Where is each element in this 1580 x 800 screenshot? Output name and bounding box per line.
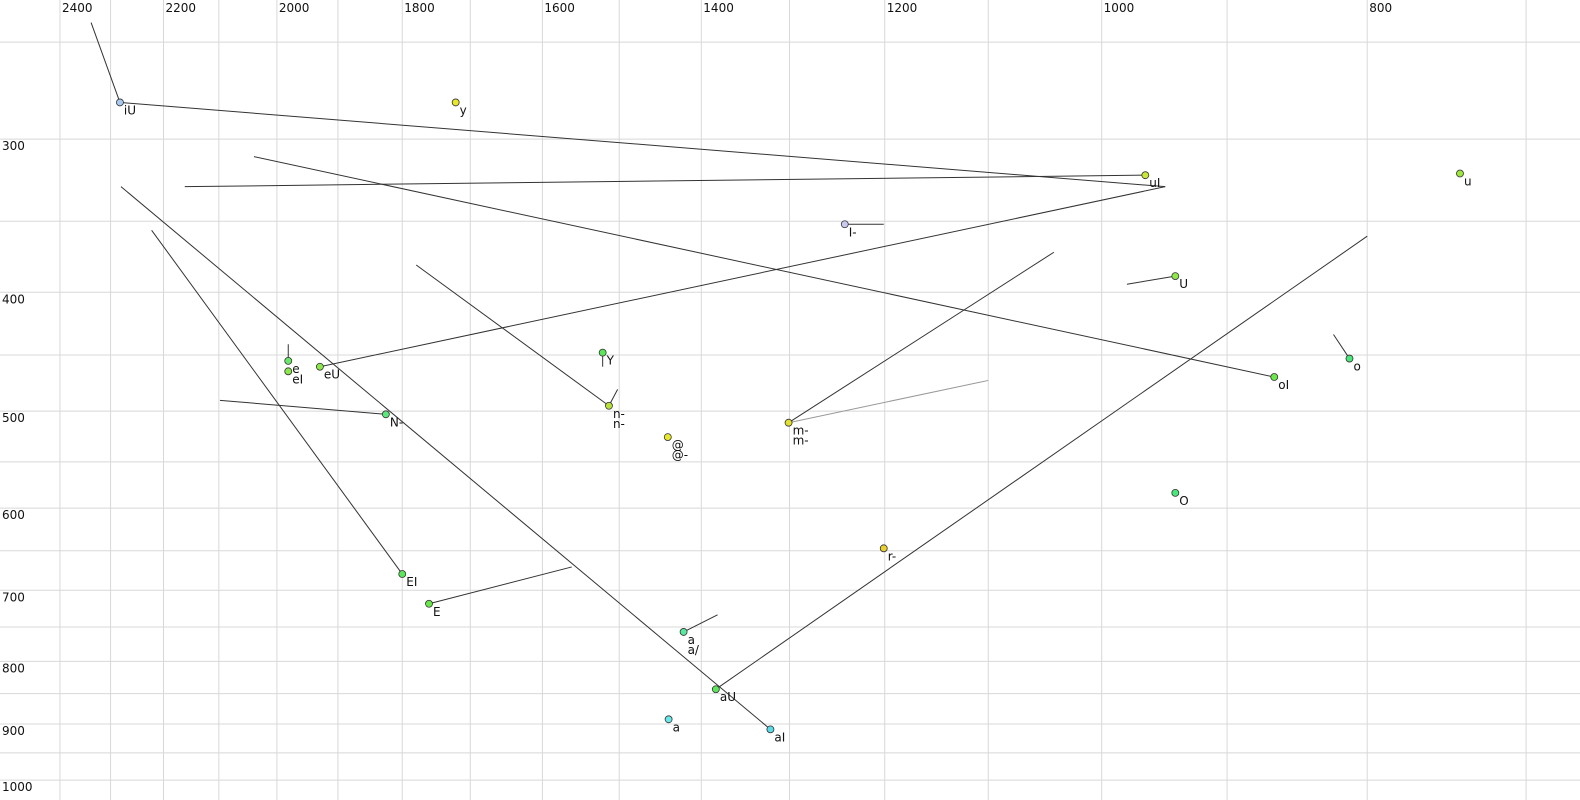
x-tick-label: 2200	[165, 1, 196, 15]
point-label: I-	[849, 225, 857, 239]
point-label: o	[1353, 360, 1360, 374]
point	[284, 367, 293, 376]
trajectory	[119, 101, 1166, 188]
trajectory	[683, 614, 718, 633]
point-label: O	[1179, 494, 1188, 508]
point-label: oI	[1278, 378, 1289, 392]
x-tick-label: 1800	[404, 1, 435, 15]
x-tick-label: 1000	[1104, 1, 1135, 15]
trajectory	[715, 235, 1368, 690]
trajectory	[788, 251, 1055, 424]
point-label: E	[433, 605, 441, 619]
point	[1171, 272, 1180, 280]
trajectory	[120, 186, 771, 730]
trajectory	[1126, 275, 1176, 285]
y-tick-label: 300	[2, 139, 25, 153]
point-label: m-	[793, 434, 809, 448]
x-tick-label: 1400	[703, 1, 734, 15]
point	[784, 418, 793, 427]
point	[398, 570, 407, 578]
point-label: a	[673, 720, 680, 734]
point	[679, 628, 688, 636]
point	[1171, 488, 1180, 497]
trajectory	[428, 566, 572, 605]
y-tick-label: 500	[2, 411, 25, 425]
point	[451, 98, 460, 107]
x-tick-label: 1600	[544, 1, 575, 15]
trajectory	[253, 156, 1275, 378]
point	[711, 685, 720, 694]
point	[316, 362, 324, 371]
point-label: e	[292, 362, 299, 376]
y-tick-label: 600	[2, 508, 25, 522]
point	[116, 98, 124, 107]
point	[663, 433, 672, 441]
trajectory	[90, 22, 121, 103]
point	[1345, 354, 1354, 363]
point-label: y	[460, 103, 467, 117]
point	[879, 544, 888, 553]
point-label: @-	[672, 448, 688, 462]
point	[1270, 373, 1279, 381]
trajectory	[184, 174, 1146, 188]
point	[1141, 171, 1150, 180]
point	[766, 725, 775, 734]
point-label: N-	[390, 415, 403, 429]
point-label: m-	[793, 424, 809, 438]
y-tick-label: 1000	[2, 780, 33, 794]
point	[664, 715, 673, 724]
point-label: a	[688, 633, 695, 647]
x-tick-label: 2400	[62, 1, 93, 15]
point-label: U	[1179, 277, 1188, 291]
point	[605, 401, 613, 410]
point	[381, 410, 390, 419]
x-tick-label: 1200	[887, 1, 918, 15]
trajectory	[415, 264, 610, 407]
point-label: n-	[613, 417, 625, 431]
trajectory	[219, 399, 386, 415]
y-tick-label: 400	[2, 292, 25, 306]
point-label: r-	[888, 549, 897, 563]
point	[1456, 169, 1464, 178]
trajectory	[788, 379, 989, 424]
trajectory	[151, 229, 403, 575]
point-label: EI	[406, 575, 417, 589]
point	[598, 348, 607, 357]
point-label: aI	[774, 730, 785, 744]
y-tick-label: 900	[2, 724, 25, 738]
point-label: uI	[1149, 176, 1160, 190]
trajectory	[1333, 334, 1350, 359]
point	[840, 220, 849, 229]
point-label: u	[1464, 175, 1472, 189]
trajectory	[319, 186, 1166, 368]
point-label: eU	[324, 368, 340, 382]
y-tick-label: 700	[2, 590, 25, 604]
point-label: @	[672, 438, 684, 452]
point-label: aU	[720, 690, 736, 704]
point-label: a/	[688, 643, 700, 657]
point	[425, 599, 433, 608]
point	[284, 357, 293, 365]
x-tick-label: 2000	[279, 1, 310, 15]
point-label: eI	[292, 372, 303, 386]
point-label: iU	[124, 103, 136, 117]
y-tick-label: 800	[2, 661, 25, 675]
x-tick-label: 800	[1369, 1, 1392, 15]
point-label: Y	[606, 354, 615, 368]
point-label: n-	[613, 407, 625, 421]
